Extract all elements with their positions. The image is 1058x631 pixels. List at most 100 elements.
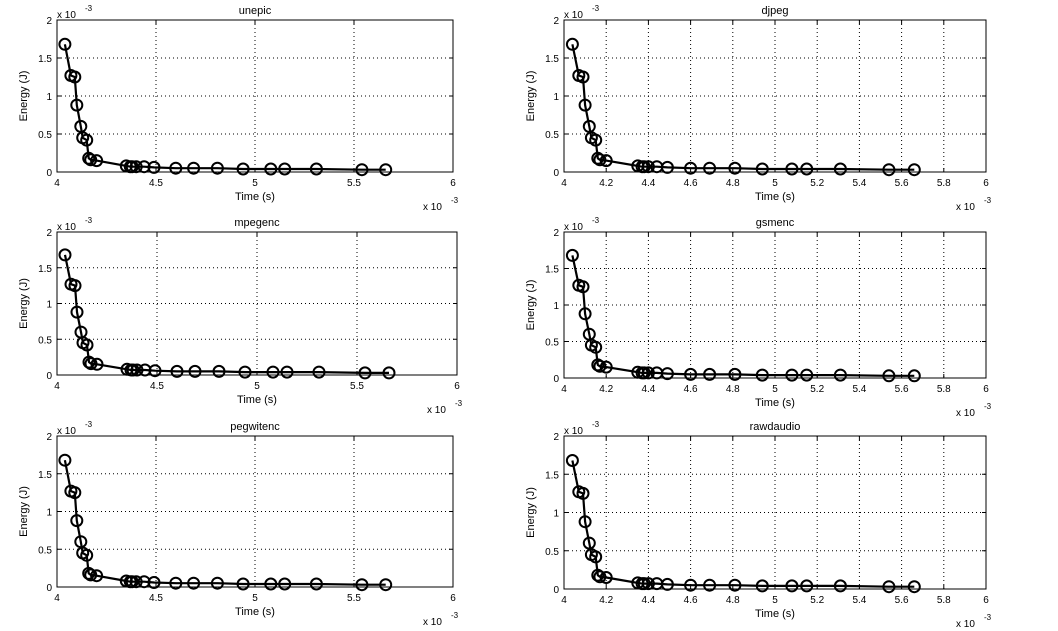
data-point [565,248,579,262]
data-point [170,364,184,378]
y-tick-label: 1.5 [38,54,52,65]
x-tick-label: 5.8 [937,384,951,395]
data-point [703,161,717,175]
data-point [593,153,607,167]
data-point [278,577,292,591]
x-tick-label: 4.5 [149,593,163,604]
chart-title: djpeg [762,5,789,17]
y-axis-label: Energy (J) [18,486,30,537]
y-tick-label: 2 [46,228,52,239]
data-point [684,367,698,381]
y-exponent-label: x 10 [57,222,76,233]
y-tick-label: 1 [46,300,52,311]
data-point [576,280,590,294]
data-point [755,579,769,593]
x-tick-label: 6 [454,381,460,392]
data-point [82,566,96,580]
x-axis-label: Time (s) [755,397,795,409]
x-tick-label: 4.8 [726,384,740,395]
data-point [130,363,144,377]
data-point [882,163,896,177]
data-point [309,162,323,176]
data-point [137,160,151,174]
x-tick-label: 5.2 [810,178,824,189]
y-exponent-label: x 10 [564,222,583,233]
data-point [800,368,814,382]
data-point [637,366,651,380]
x-tick-label: 4 [561,178,567,189]
data-point [660,367,674,381]
data-point [212,364,226,378]
x-exponent-label: x 10 [956,202,975,213]
data-point [382,366,396,380]
x-tick-label: 6 [450,178,456,189]
data-point [882,580,896,594]
x-exponent-label: x 10 [423,617,442,628]
data-point [578,98,592,112]
chart-panel: 4 4.2 4.4 4.6 4.8 5 5.2 5.4 5.6 5.8 6 0 0.5 1 1.5 2 rawd… [525,420,992,630]
x-tick-label: 4 [561,595,567,606]
x-tick-label: 4.4 [641,384,655,395]
y-tick-label: 1.5 [38,470,52,481]
data-point [82,355,96,369]
y-exponent-label: x 10 [57,426,76,437]
y-exponent-power: -3 [85,216,93,225]
x-tick-label: 6 [450,593,456,604]
data-point [148,364,162,378]
x-tick-label: 5.8 [937,595,951,606]
y-axis-label: Energy (J) [525,487,537,538]
data-point [80,338,94,352]
chart-title: mpegenc [234,217,280,229]
x-tick-label: 5.5 [350,381,364,392]
data-point [70,514,84,528]
data-point [312,365,326,379]
data-point [169,161,183,175]
data-point [833,368,847,382]
chart-title: gsmenc [756,217,795,229]
data-point [907,163,921,177]
data-point [264,162,278,176]
x-tick-label: 4.4 [641,595,655,606]
y-tick-label: 0 [46,583,52,594]
data-point [68,486,82,500]
data-point [129,575,143,589]
x-tick-label: 4 [561,384,567,395]
x-axis-label: Time (s) [755,608,795,620]
axes-box [56,19,454,173]
chart-panel: 4 4.2 4.4 4.6 4.8 5 5.2 5.4 5.6 5.8 6 0 0.5 1 1.5 2 gsme… [525,216,992,419]
data-point [785,579,799,593]
data-point [728,161,742,175]
data-point [187,161,201,175]
data-point [907,580,921,594]
y-tick-label: 0.5 [38,335,52,346]
y-tick-label: 1.5 [545,265,559,276]
y-tick-label: 1 [46,92,52,103]
data-point [68,70,82,84]
x-tick-label: 5.6 [895,384,909,395]
y-tick-label: 0.5 [545,338,559,349]
y-tick-label: 0 [46,371,52,382]
data-point [641,366,655,380]
data-point [703,578,717,592]
x-tick-label: 5.5 [347,178,361,189]
axes-box [563,19,987,173]
chart-title: rawdaudio [750,421,801,433]
y-tick-label: 2 [553,432,559,443]
y-axis-label: Energy (J) [18,278,30,329]
x-tick-label: 4 [54,593,60,604]
x-tick-label: 6 [983,178,989,189]
data-point [578,307,592,321]
data-point [589,340,603,354]
y-tick-label: 0.5 [38,545,52,556]
data-point [187,576,201,590]
data-point [833,162,847,176]
data-point [637,160,651,174]
data-point [755,162,769,176]
chart-panel: 4 4.2 4.4 4.6 4.8 5 5.2 5.4 5.6 5.8 6 0 0.5 1 1.5 2 djpe… [525,4,992,213]
y-axis-label: Energy (J) [525,280,537,331]
data-point [578,515,592,529]
data-point [238,365,252,379]
y-tick-label: 1.5 [545,470,559,481]
x-tick-label: 5 [772,178,778,189]
x-tick-label: 4.5 [150,381,164,392]
